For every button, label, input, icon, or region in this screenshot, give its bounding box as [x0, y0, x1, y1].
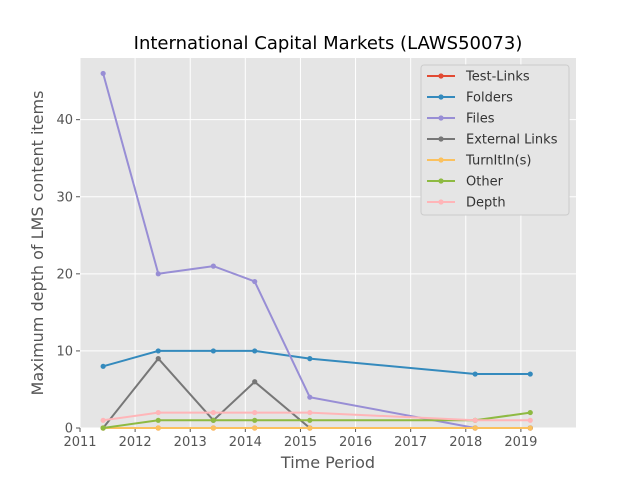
- legend-label: Test-Links: [465, 70, 530, 85]
- data-point: [307, 394, 313, 400]
- legend-item: Test-Links: [427, 70, 530, 85]
- y-tick-label: 30: [56, 190, 73, 205]
- x-tick-label: 2013: [174, 435, 207, 450]
- legend-marker: [438, 115, 444, 121]
- legend-item: External Links: [427, 133, 558, 148]
- legend-label: Depth: [466, 196, 506, 211]
- x-tick-label: 2019: [504, 435, 537, 450]
- x-tick-label: 2015: [284, 435, 317, 450]
- legend-marker: [438, 157, 444, 163]
- legend-marker: [438, 94, 444, 100]
- series-folders: [100, 348, 533, 377]
- legend-label: Folders: [466, 91, 513, 106]
- data-point: [210, 417, 216, 423]
- series-depth: [100, 409, 533, 423]
- x-tick-label: 2018: [449, 435, 482, 450]
- y-axis-label: Maximum depth of LMS content items: [28, 91, 47, 396]
- data-point: [307, 417, 313, 423]
- data-point: [210, 263, 216, 269]
- data-point: [155, 409, 161, 416]
- data-point: [252, 348, 258, 354]
- legend-label: External Links: [466, 133, 558, 148]
- x-tick-label: 2014: [229, 435, 262, 450]
- legend-item: Depth: [427, 196, 506, 211]
- legend-label: Other: [466, 175, 504, 190]
- legend-marker: [438, 136, 444, 142]
- data-point: [307, 425, 313, 431]
- y-tick-label: 20: [56, 267, 73, 282]
- data-point: [155, 356, 161, 362]
- legend-marker: [438, 178, 444, 184]
- data-point: [252, 409, 258, 416]
- legend-box: [420, 64, 570, 216]
- legend-marker: [438, 199, 444, 205]
- data-point: [472, 371, 478, 377]
- data-point: [210, 348, 216, 354]
- data-point: [155, 417, 161, 423]
- y-tick-label: 0: [65, 422, 73, 437]
- data-point: [252, 425, 258, 431]
- data-point: [210, 409, 216, 416]
- chart-title: International Capital Markets (LAWS50073…: [134, 33, 523, 54]
- data-point: [527, 417, 533, 423]
- data-point: [252, 379, 258, 385]
- legend-item: Files: [427, 112, 495, 127]
- data-point: [527, 409, 533, 416]
- data-point: [155, 348, 161, 354]
- data-point: [155, 271, 161, 277]
- legend-label: TurnItIn(s): [465, 154, 531, 169]
- data-point: [527, 371, 533, 377]
- data-point: [252, 417, 258, 423]
- data-point: [252, 278, 258, 285]
- x-axis-label: Time Period: [280, 453, 375, 472]
- x-tick-label: 2016: [339, 435, 372, 450]
- data-point: [100, 363, 106, 369]
- y-axis: 0 10 20 30 40: [56, 113, 80, 437]
- legend-item: TurnItIn(s): [427, 154, 531, 169]
- y-tick-label: 40: [56, 113, 73, 128]
- legend-marker: [438, 73, 444, 79]
- grid: [79, 58, 576, 429]
- data-point: [155, 425, 161, 431]
- legend-item: Folders: [427, 91, 513, 106]
- x-tick-label: 2011: [63, 435, 96, 450]
- legend-item: Other: [427, 175, 504, 190]
- data-point: [307, 356, 313, 362]
- data-point: [100, 425, 106, 431]
- data-point: [100, 70, 106, 77]
- data-point: [307, 409, 313, 416]
- legend-label: Files: [466, 112, 495, 127]
- y-tick-label: 10: [56, 344, 73, 359]
- legend: Test-Links Folders Files External Links Turn…: [420, 64, 570, 216]
- series-group: [100, 70, 533, 431]
- data-point: [100, 417, 106, 423]
- data-point: [527, 425, 533, 431]
- data-point: [210, 425, 216, 431]
- x-tick-label: 2017: [394, 435, 427, 450]
- data-point: [472, 417, 478, 423]
- x-tick-label: 2012: [119, 435, 152, 450]
- data-point: [472, 425, 478, 431]
